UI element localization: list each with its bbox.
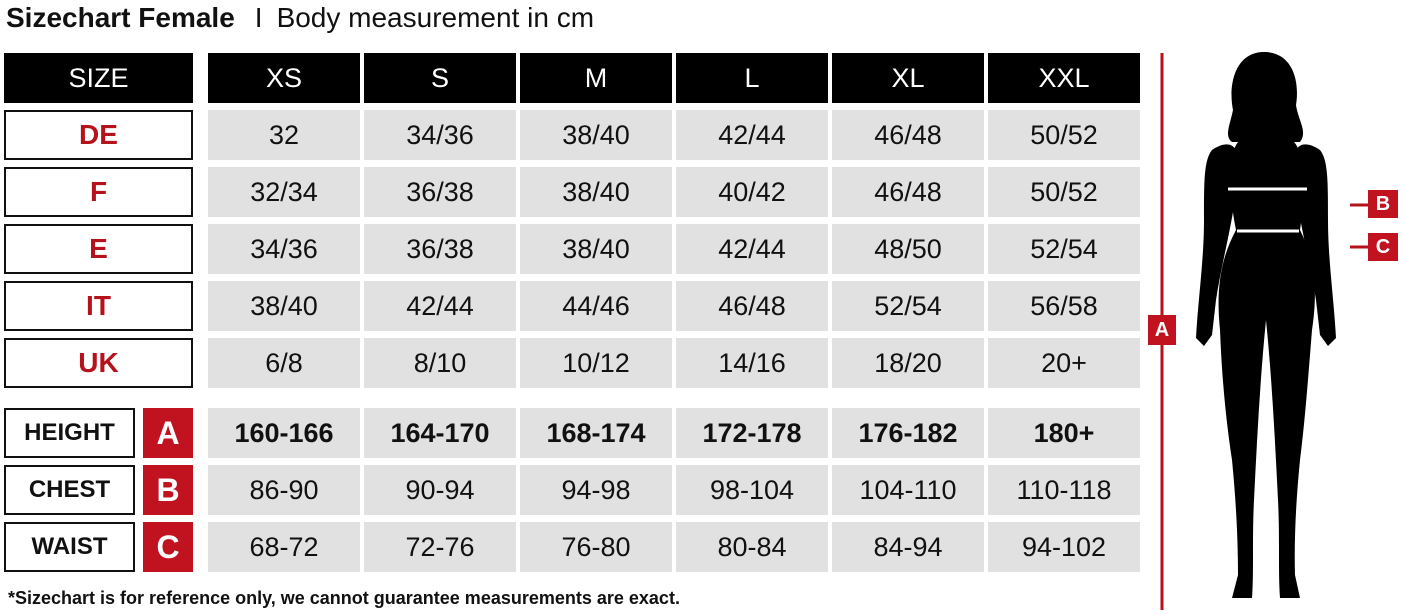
table-cell: 176-182 [832,408,984,458]
table-cell: 46/48 [832,110,984,160]
marker-b: B [1368,190,1398,218]
title-separator: I [254,2,263,33]
table-cell: 180+ [988,408,1140,458]
table-cell: 32/34 [208,167,360,217]
table-cell: 36/38 [364,167,516,217]
table-cell: 34/36 [208,224,360,274]
table-cell: 34/36 [364,110,516,160]
header-size-m: M [520,53,672,103]
table-cell: 48/50 [832,224,984,274]
header-size-xs: XS [208,53,360,103]
table-cell: 44/46 [520,281,672,331]
row-label-de: DE [4,110,193,160]
table-cell: 40/42 [676,167,828,217]
marker-a: A [1148,315,1176,345]
table-cell: 6/8 [208,338,360,388]
header-size-l: L [676,53,828,103]
table-cell: 90-94 [364,465,516,515]
header-size-xl: XL [832,53,984,103]
table-cell: 80-84 [676,522,828,572]
row-label-f: F [4,167,193,217]
table-cell: 42/44 [676,110,828,160]
row-label-uk: UK [4,338,193,388]
row-label-height: HEIGHT [4,408,135,458]
table-cell: 46/48 [832,167,984,217]
page-title: Sizechart Female I Body measurement in c… [6,0,594,36]
table-cell: 32 [208,110,360,160]
table-cell: 172-178 [676,408,828,458]
table-cell: 86-90 [208,465,360,515]
row-label-waist: WAIST [4,522,135,572]
table-cell: 76-80 [520,522,672,572]
marker-badge-c: C [143,522,193,572]
row-label-chest: CHEST [4,465,135,515]
table-cell: 56/58 [988,281,1140,331]
header-size-xxl: XXL [988,53,1140,103]
table-cell: 8/10 [364,338,516,388]
table-cell: 68-72 [208,522,360,572]
table-cell: 14/16 [676,338,828,388]
table-cell: 164-170 [364,408,516,458]
table-cell: 36/38 [364,224,516,274]
header-size-label: SIZE [4,53,193,103]
marker-c: C [1368,233,1398,261]
table-cell: 94-102 [988,522,1140,572]
table-cell: 18/20 [832,338,984,388]
table-cell: 20+ [988,338,1140,388]
title-subtitle: Body measurement in cm [276,2,595,33]
woman-silhouette-icon [1196,52,1336,598]
table-cell: 50/52 [988,167,1140,217]
table-cell: 46/48 [676,281,828,331]
table-cell: 104-110 [832,465,984,515]
table-cell: 38/40 [520,224,672,274]
title-main: Sizechart Female [6,2,235,33]
header-size-s: S [364,53,516,103]
table-cell: 72-76 [364,522,516,572]
table-cell: 10/12 [520,338,672,388]
table-cell: 38/40 [520,110,672,160]
table-cell: 98-104 [676,465,828,515]
table-cell: 52/54 [832,281,984,331]
table-cell: 110-118 [988,465,1140,515]
row-label-e: E [4,224,193,274]
table-cell: 42/44 [676,224,828,274]
table-cell: 38/40 [520,167,672,217]
table-cell: 94-98 [520,465,672,515]
table-cell: 84-94 [832,522,984,572]
table-cell: 38/40 [208,281,360,331]
marker-badge-b: B [143,465,193,515]
disclaimer: *Sizechart is for reference only, we can… [8,588,680,608]
table-cell: 42/44 [364,281,516,331]
table-cell: 168-174 [520,408,672,458]
row-label-it: IT [4,281,193,331]
marker-badge-a: A [143,408,193,458]
table-cell: 52/54 [988,224,1140,274]
table-cell: 50/52 [988,110,1140,160]
table-cell: 160-166 [208,408,360,458]
